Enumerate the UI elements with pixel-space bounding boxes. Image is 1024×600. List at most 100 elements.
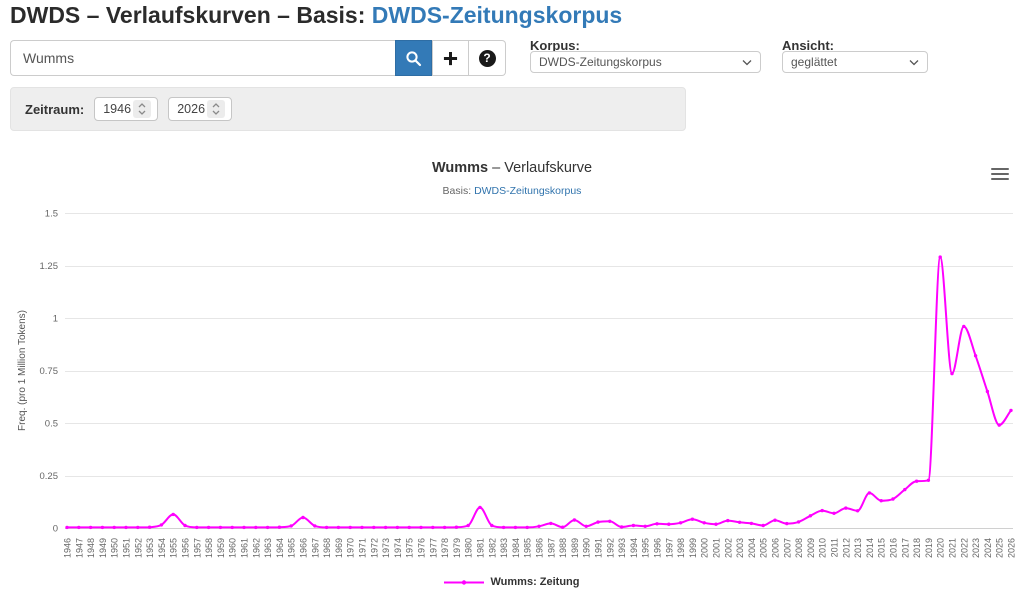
chart-legend[interactable]: Wumms: Zeitung [0, 576, 1024, 588]
data-point-marker[interactable] [525, 525, 529, 530]
data-point-marker[interactable] [372, 525, 376, 530]
data-point-marker[interactable] [690, 517, 695, 521]
data-point-marker[interactable] [678, 521, 683, 525]
zeitraum-from-input[interactable] [95, 102, 134, 116]
data-point-marker[interactable] [726, 518, 730, 523]
data-point-marker[interactable] [206, 525, 211, 530]
data-point-marker[interactable] [997, 423, 1001, 427]
data-point-marker[interactable] [230, 525, 234, 530]
data-point-marker[interactable] [277, 525, 282, 529]
data-point-marker[interactable] [254, 525, 258, 530]
data-point-marker[interactable] [336, 525, 341, 530]
data-point-marker[interactable] [879, 499, 883, 503]
data-point-marker[interactable] [631, 523, 636, 528]
data-point-marker[interactable] [383, 525, 388, 530]
data-point-marker[interactable] [832, 511, 836, 515]
data-point-marker[interactable] [950, 371, 954, 376]
data-point-marker[interactable] [147, 525, 152, 529]
data-point-marker[interactable] [572, 518, 577, 522]
data-point-marker[interactable] [301, 515, 305, 520]
data-point-marker[interactable] [242, 525, 246, 530]
data-point-marker[interactable] [820, 508, 824, 513]
data-point-marker[interactable] [702, 521, 706, 525]
data-point-marker[interactable] [584, 524, 588, 528]
data-point-marker[interactable] [785, 521, 789, 526]
search-input[interactable] [10, 40, 395, 76]
spinner-arrows-icon[interactable] [133, 100, 152, 118]
data-point-marker[interactable] [844, 506, 848, 510]
x-tick-label: 1974 [393, 538, 403, 558]
data-point-marker[interactable] [183, 523, 187, 528]
data-point-marker[interactable] [796, 520, 801, 524]
data-point-marker[interactable] [218, 525, 223, 530]
data-point-marker[interactable] [478, 505, 482, 510]
data-point-marker[interactable] [808, 514, 813, 518]
data-point-marker[interactable] [737, 520, 742, 524]
add-curve-button[interactable] [432, 40, 469, 76]
data-point-marker[interactable] [926, 478, 931, 482]
search-button[interactable] [395, 40, 432, 76]
zeitraum-to-input[interactable] [169, 102, 208, 116]
data-point-marker[interactable] [419, 525, 423, 530]
data-point-marker[interactable] [549, 521, 553, 526]
data-point-marker[interactable] [265, 525, 270, 530]
hamburger-menu-icon[interactable] [991, 165, 1013, 183]
data-point-marker[interactable] [324, 525, 329, 530]
data-point-marker[interactable] [442, 525, 447, 530]
data-point-marker[interactable] [431, 525, 435, 530]
data-point-marker[interactable] [560, 525, 565, 529]
data-point-marker[interactable] [985, 389, 990, 394]
x-tick-label: 2004 [747, 538, 757, 558]
data-point-marker[interactable] [867, 491, 872, 495]
korpus-select[interactable]: DWDS-Zeitungskorpus [530, 51, 761, 73]
x-tick-label: 1995 [641, 538, 651, 558]
data-point-marker[interactable] [655, 522, 659, 526]
x-tick-label: 2022 [959, 538, 969, 558]
data-point-marker[interactable] [77, 525, 81, 530]
data-point-marker[interactable] [513, 525, 518, 530]
data-point-marker[interactable] [1009, 408, 1013, 413]
data-point-marker[interactable] [761, 523, 765, 528]
chart-subtitle-corpus-link[interactable]: DWDS-Zeitungskorpus [474, 185, 582, 197]
data-point-marker[interactable] [407, 525, 411, 530]
data-point-marker[interactable] [773, 518, 777, 522]
data-point-marker[interactable] [88, 525, 93, 530]
help-button[interactable]: ? [469, 40, 506, 76]
data-point-marker[interactable] [289, 524, 293, 528]
data-point-marker[interactable] [395, 525, 400, 530]
data-point-marker[interactable] [537, 524, 541, 528]
data-point-marker[interactable] [714, 522, 718, 526]
data-point-marker[interactable] [903, 487, 907, 492]
data-point-marker[interactable] [855, 509, 860, 513]
data-point-marker[interactable] [667, 522, 671, 526]
data-point-marker[interactable] [914, 479, 919, 483]
data-point-marker[interactable] [490, 523, 494, 528]
data-point-marker[interactable] [643, 524, 647, 528]
data-point-marker[interactable] [466, 523, 470, 528]
data-point-marker[interactable] [501, 525, 506, 530]
data-point-marker[interactable] [749, 521, 754, 526]
data-point-marker[interactable] [938, 255, 942, 259]
data-point-marker[interactable] [454, 525, 459, 529]
data-point-marker[interactable] [124, 525, 128, 530]
data-point-marker[interactable] [313, 524, 317, 528]
page-title-corpus-link[interactable]: DWDS-Zeitungskorpus [371, 2, 623, 28]
data-point-marker[interactable] [596, 520, 600, 524]
data-point-marker[interactable] [360, 525, 364, 530]
data-point-marker[interactable] [136, 525, 140, 530]
series-line[interactable] [66, 256, 1012, 529]
data-point-marker[interactable] [195, 525, 199, 530]
data-point-marker[interactable] [973, 354, 978, 358]
data-point-marker[interactable] [891, 497, 895, 501]
spinner-arrows-icon[interactable] [207, 100, 226, 118]
data-point-marker[interactable] [171, 512, 175, 517]
data-point-marker[interactable] [608, 519, 612, 523]
data-point-marker[interactable] [962, 324, 966, 329]
data-point-marker[interactable] [348, 525, 352, 530]
data-point-marker[interactable] [100, 525, 105, 530]
data-point-marker[interactable] [65, 525, 69, 530]
ansicht-select[interactable]: geglättet [782, 51, 928, 73]
data-point-marker[interactable] [112, 525, 116, 530]
data-point-marker[interactable] [159, 523, 164, 527]
data-point-marker[interactable] [619, 525, 624, 529]
